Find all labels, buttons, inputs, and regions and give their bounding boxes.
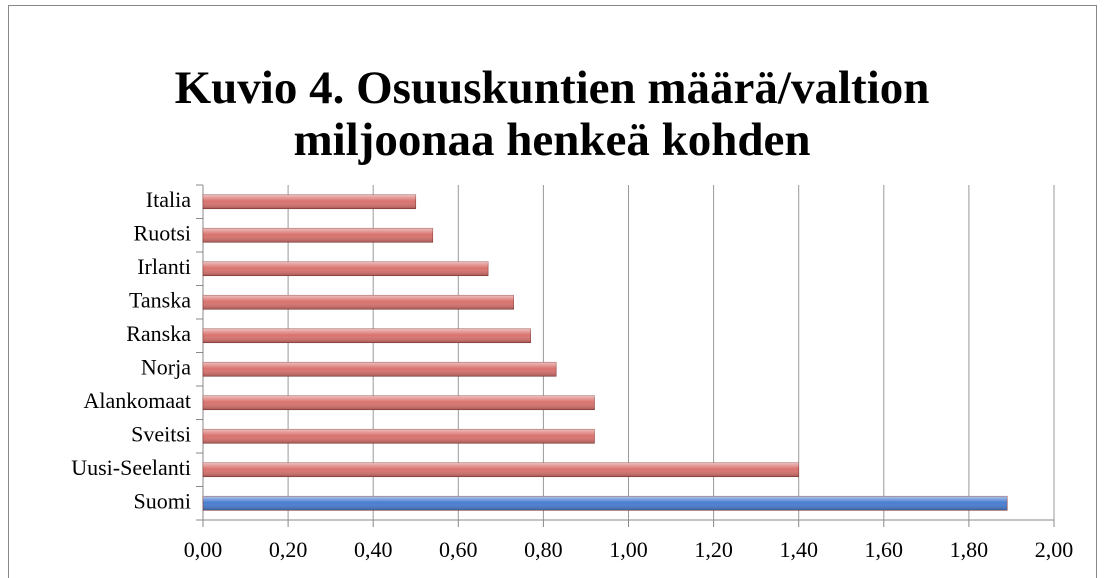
bar-sheen: [203, 362, 557, 377]
bar-sheen: [203, 228, 433, 243]
bar-sheen: [203, 395, 595, 410]
y-tick-label: Irlanti: [137, 254, 191, 279]
y-tick-label: Suomi: [134, 488, 191, 513]
bar-sheen: [203, 261, 489, 276]
bar-sheen: [203, 328, 531, 343]
x-tick-label: 2,00: [1035, 537, 1074, 562]
x-tick-label: 0,40: [354, 537, 393, 562]
x-tick-label: 1,20: [694, 537, 733, 562]
bar-sheen: [203, 429, 595, 444]
bar-sheen: [203, 496, 1008, 511]
x-tick-label: 0,20: [269, 537, 308, 562]
bar-sheen: [203, 295, 514, 310]
x-tick-label: 0,00: [184, 537, 223, 562]
x-tick-label: 0,60: [439, 537, 478, 562]
chart-title: Kuvio 4. Osuuskuntien määrä/valtion milj…: [174, 62, 930, 166]
x-tick-label: 0,80: [524, 537, 563, 562]
x-tick-label: 1,00: [609, 537, 648, 562]
x-tick-label: 1,40: [779, 537, 818, 562]
y-tick-label: Italia: [146, 187, 191, 212]
y-tick-label: Ranska: [126, 321, 191, 346]
y-tick-label: Sveitsi: [131, 421, 191, 446]
y-tick-label: Norja: [141, 354, 191, 379]
bar-sheen: [203, 462, 799, 477]
y-tick-label: Ruotsi: [134, 220, 191, 245]
y-tick-label: Tanska: [129, 287, 191, 312]
y-tick-label: Uusi-Seelanti: [71, 455, 191, 480]
x-tick-label: 1,80: [950, 537, 989, 562]
chart-border: [8, 5, 1097, 578]
x-tick-label: 1,60: [865, 537, 904, 562]
bar-sheen: [203, 194, 416, 209]
y-tick-label: Alankomaat: [83, 388, 191, 413]
